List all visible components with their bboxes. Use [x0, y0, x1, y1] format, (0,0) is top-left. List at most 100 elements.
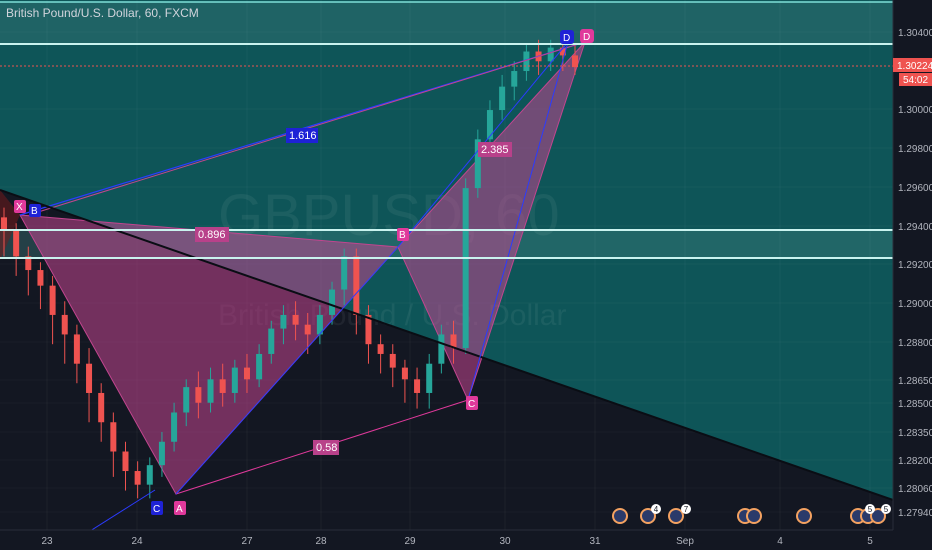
- event-count-badge: [651, 504, 661, 514]
- candle-body: [195, 387, 202, 403]
- ratio-label-1616: 1.616: [286, 128, 318, 143]
- event-count: 7: [684, 505, 689, 514]
- event-flag-inner: [614, 510, 626, 522]
- candle-body: [462, 188, 469, 349]
- point-label-x: X: [14, 200, 26, 213]
- event-badges[interactable]: 4 7 5 5: [612, 504, 891, 524]
- current-price-tag: 1.30224 54:02: [893, 58, 932, 86]
- candle-body: [547, 47, 554, 62]
- price-axis[interactable]: 1.30400 1.30000 1.29800 1.29600 1.29400 1.292…: [898, 28, 932, 519]
- candle-body: [256, 353, 263, 380]
- price-tick: 1.28500: [898, 399, 932, 410]
- candle-body: [559, 47, 566, 56]
- candle-body: [61, 314, 68, 335]
- price-tick: 1.29600: [898, 183, 932, 194]
- candle-body: [523, 51, 530, 72]
- time-tick: 4: [777, 536, 783, 547]
- svg-text:C: C: [468, 399, 475, 410]
- candle-body: [572, 55, 578, 68]
- candle-body: [49, 285, 56, 315]
- point-label-b: B: [397, 228, 409, 241]
- ratio-label-0896: 0.896: [195, 227, 229, 242]
- svg-text:1.30224: 1.30224: [897, 61, 932, 72]
- candle-body: [219, 379, 226, 393]
- price-tick: 1.27940: [898, 508, 932, 519]
- upper-band-zone: [0, 2, 893, 44]
- candle-body: [122, 451, 129, 472]
- svg-text:2.385: 2.385: [481, 144, 509, 156]
- price-tick: 1.28650: [898, 376, 932, 387]
- candle-body: [110, 422, 117, 452]
- candles: [1, 39, 578, 499]
- event-count-badge: [881, 504, 891, 514]
- chart-title: British Pound/U.S. Dollar, 60, FXCM: [6, 6, 199, 20]
- point-label-c-blue: C: [151, 501, 163, 515]
- candle-body: [474, 139, 481, 189]
- candle-body: [426, 363, 433, 393]
- svg-text:A: A: [176, 504, 183, 515]
- ratio-label-058: 0.58: [313, 440, 339, 455]
- price-axis-bg: [893, 0, 932, 530]
- time-tick: 24: [131, 536, 143, 547]
- candle-body: [280, 314, 287, 329]
- event-flag-inner: [642, 510, 654, 522]
- pattern-line: [0, 189, 894, 501]
- x-zone: [0, 190, 20, 260]
- price-tick: 1.30000: [898, 105, 932, 116]
- event-flag-inner: [872, 510, 884, 522]
- candle-body: [268, 328, 275, 354]
- candle-body: [98, 392, 105, 423]
- point-label-d-blue: D: [560, 30, 574, 44]
- candle-body: [365, 314, 372, 345]
- time-tick: 31: [589, 536, 601, 547]
- candle-body: [499, 86, 506, 111]
- svg-text:54:02: 54:02: [903, 75, 928, 86]
- candle-body: [511, 71, 518, 87]
- svg-text:0.896: 0.896: [198, 229, 226, 241]
- svg-text:X: X: [16, 202, 23, 213]
- candle-body: [1, 217, 7, 232]
- price-tick: 1.29200: [898, 260, 932, 271]
- price-tick: 1.28060: [898, 484, 932, 495]
- event-count-badge: [681, 504, 691, 514]
- candle-body: [316, 314, 323, 335]
- event-flag-inner: [798, 510, 810, 522]
- candle-body: [158, 441, 165, 466]
- candle-body: [134, 471, 141, 485]
- price-tick: 1.29800: [898, 144, 932, 155]
- candle-body: [292, 314, 299, 325]
- candle-body: [146, 465, 153, 485]
- time-tick: 27: [241, 536, 253, 547]
- svg-text:B: B: [31, 206, 38, 217]
- time-axis[interactable]: 23 24 27 28 29 30 31 Sep 4 5: [41, 536, 873, 547]
- candle-body: [304, 324, 311, 335]
- price-tick: 1.29400: [898, 222, 932, 233]
- candle-body: [207, 379, 214, 403]
- pattern-lines: [0, 41, 894, 550]
- price-tick: 1.28200: [898, 456, 932, 467]
- time-tick: 5: [867, 536, 873, 547]
- point-label-a: A: [174, 501, 186, 515]
- candle-body: [25, 256, 32, 271]
- event-flag-inner: [670, 510, 682, 522]
- time-tick: 29: [404, 536, 416, 547]
- price-tick: 1.30400: [898, 28, 932, 39]
- price-tick: 1.28800: [898, 338, 932, 349]
- point-label-b-left: B: [29, 204, 41, 217]
- time-tick: 30: [499, 536, 511, 547]
- candle-body: [183, 387, 190, 413]
- event-count: 5: [884, 505, 889, 514]
- point-label-d: D: [580, 29, 594, 43]
- time-tick: 28: [315, 536, 327, 547]
- candle-body: [231, 367, 238, 393]
- pattern-line: [175, 246, 399, 495]
- pattern-line: [34, 41, 586, 214]
- svg-text:D: D: [583, 32, 590, 43]
- candle-body: [450, 334, 457, 349]
- price-tick: 1.29000: [898, 299, 932, 310]
- candle-body: [243, 367, 250, 380]
- candle-body: [171, 412, 178, 442]
- svg-text:D: D: [563, 33, 570, 44]
